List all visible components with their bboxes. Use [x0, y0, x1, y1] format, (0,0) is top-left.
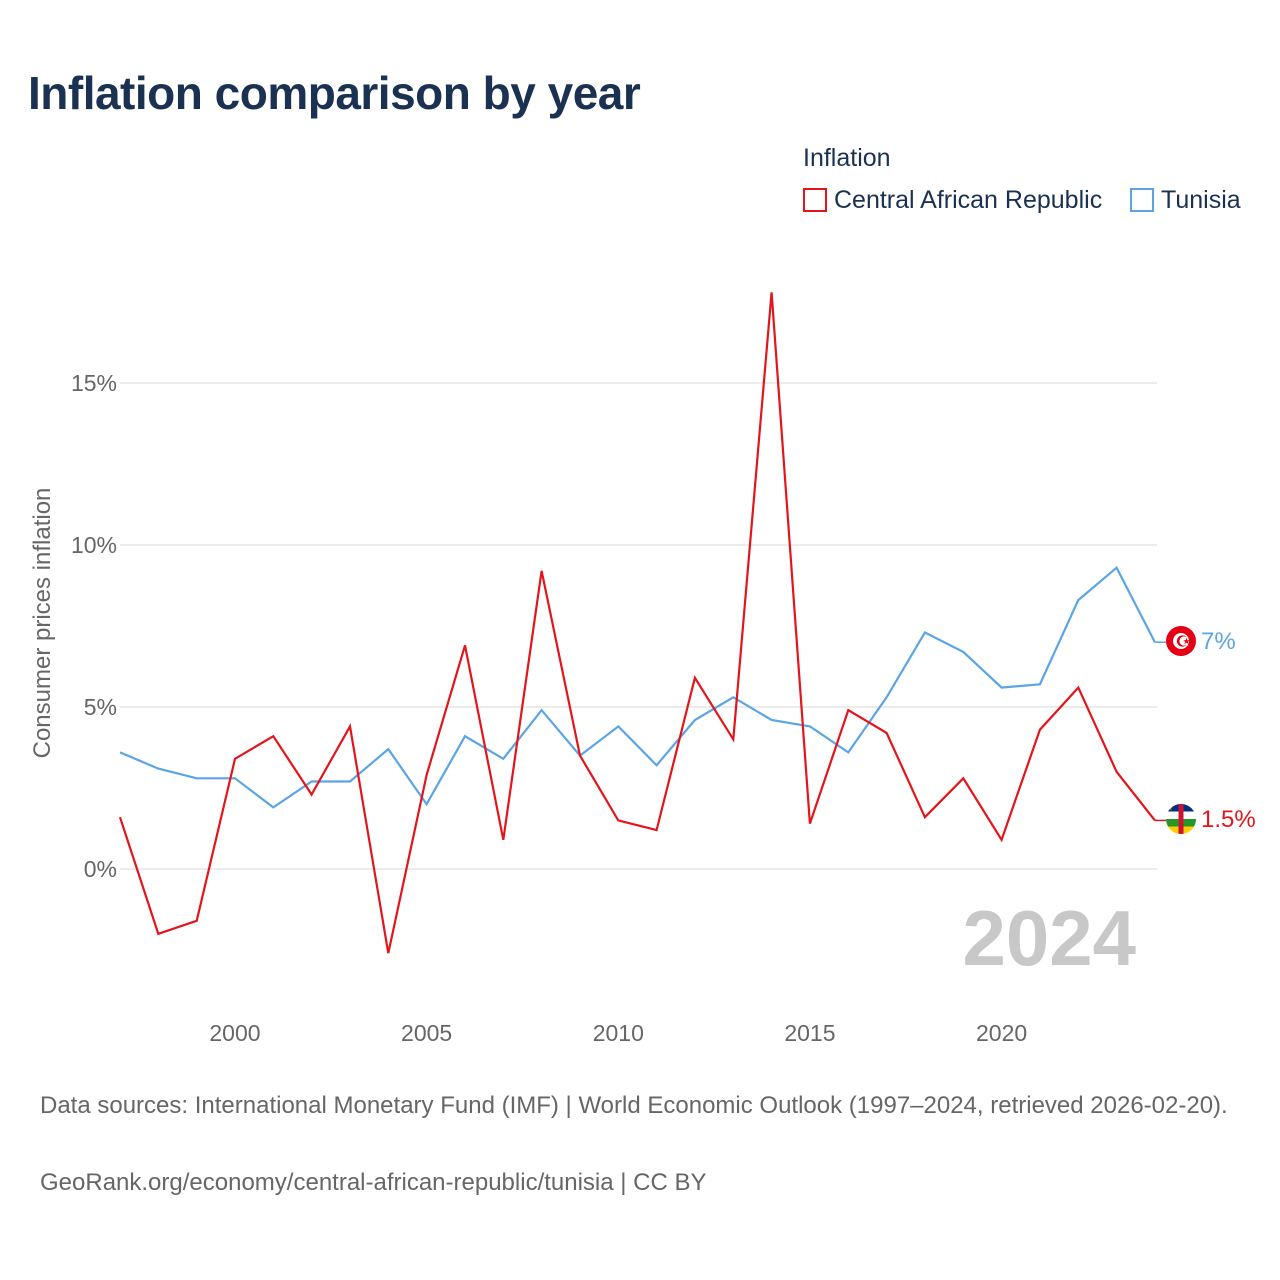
x-tick-label: 2020: [976, 1020, 1027, 1046]
year-watermark: 2024: [962, 894, 1136, 982]
central-african-republic-flag-icon: [1166, 804, 1196, 834]
series-line-central-african-republic[interactable]: [118, 292, 1156, 954]
series-lines: [118, 292, 1166, 954]
y-axis-label: Consumer prices inflation: [29, 488, 56, 759]
x-tick-label: 2005: [401, 1020, 452, 1046]
y-axis-ticks: 0% 5% 10% 15%: [71, 370, 117, 882]
legend-swatch-tunisia: [1130, 188, 1154, 212]
legend-item-central-african-republic[interactable]: Central African Republic: [803, 184, 1102, 216]
chart-title: Inflation comparison by year: [28, 67, 641, 119]
x-axis-ticks: 2000 2005 2010 2015 2020: [209, 1020, 1027, 1046]
footer-credit-link[interactable]: GeoRank.org/economy/central-african-repu…: [40, 1169, 707, 1196]
x-tick-label: 2015: [784, 1020, 835, 1046]
legend-label-tunisia: Tunisia: [1161, 185, 1241, 214]
legend-title: Inflation: [803, 144, 891, 172]
tunisia-end-value-label: 7%: [1201, 628, 1236, 655]
series-line-tunisia[interactable]: [119, 565, 1156, 809]
tunisia-flag-icon: [1166, 626, 1196, 656]
legend-swatch-central-african-republic: [803, 188, 827, 212]
y-tick-label: 5%: [84, 694, 117, 720]
x-tick-label: 2010: [593, 1020, 644, 1046]
gridlines: [120, 382, 1157, 870]
legend-item-tunisia[interactable]: Tunisia: [1130, 184, 1241, 216]
x-tick-label: 2000: [209, 1020, 260, 1046]
y-tick-label: 10%: [71, 532, 117, 558]
footer-data-sources: Data sources: International Monetary Fun…: [40, 1092, 1228, 1119]
legend-label-central-african-republic: Central African Republic: [834, 185, 1103, 214]
y-tick-label: 15%: [71, 370, 117, 396]
central-african-republic-end-value-label: 1.5%: [1201, 806, 1256, 833]
y-tick-label: 0%: [84, 856, 117, 882]
chart-plot-area: 0% 5% 10% 15% 2000 2005 2010 2015 2020 Consumer…: [29, 292, 1256, 1046]
